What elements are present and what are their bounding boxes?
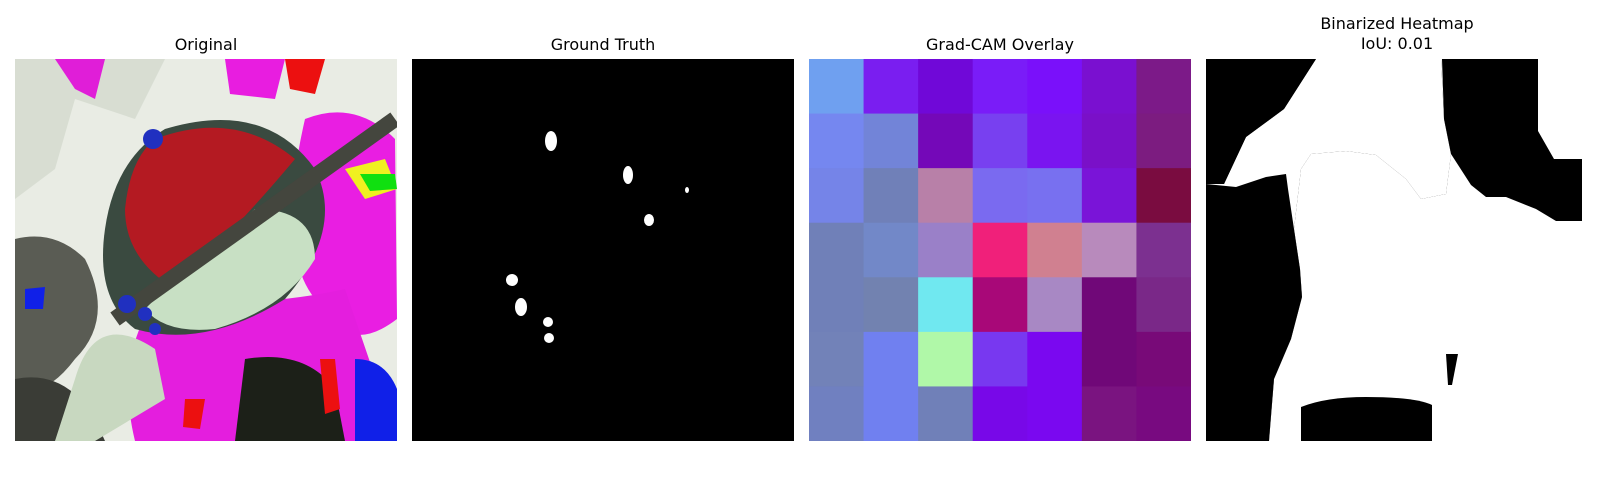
gradcam-cell-6-3 [973, 386, 1028, 441]
gradcam-cell-4-0 [809, 277, 864, 332]
gradcam-cell-4-3 [973, 277, 1028, 332]
gradcam-cell-0-6 [1136, 59, 1191, 114]
gradcam-cell-0-1 [864, 59, 919, 114]
gradcam-cell-1-2 [918, 114, 973, 169]
gradcam-cell-3-4 [1027, 223, 1082, 278]
gradcam-cell-2-6 [1136, 168, 1191, 223]
gradcam-cell-3-0 [809, 223, 864, 278]
gradcam-cell-5-1 [864, 332, 919, 387]
gradcam-cell-3-3 [973, 223, 1028, 278]
gradcam-cell-5-0 [809, 332, 864, 387]
gradcam-cell-1-3 [973, 114, 1028, 169]
gradcam-cell-3-1 [864, 223, 919, 278]
iou-score: IoU: 0.01 [1361, 34, 1433, 53]
gradcam-cell-5-6 [1136, 332, 1191, 387]
gradcam-cell-6-0 [809, 386, 864, 441]
gradcam-cell-6-5 [1082, 386, 1137, 441]
gradcam-overlay-image [809, 59, 1191, 441]
gradcam-cell-0-0 [809, 59, 864, 114]
gradcam-cell-0-4 [1027, 59, 1082, 114]
gradcam-cell-0-3 [973, 59, 1028, 114]
gradcam-cell-0-2 [918, 59, 973, 114]
gradcam-cell-2-3 [973, 168, 1028, 223]
gradcam-cell-1-1 [864, 114, 919, 169]
panel-binarized-heatmap: Binarized Heatmap IoU: 0.01 [1206, 0, 1588, 500]
gradcam-cell-5-5 [1082, 332, 1137, 387]
gradcam-cell-3-5 [1082, 223, 1137, 278]
gradcam-cell-5-3 [973, 332, 1028, 387]
gradcam-cell-1-6 [1136, 114, 1191, 169]
panel-title-ground-truth: Ground Truth [412, 35, 794, 55]
panel-original: Original [15, 0, 397, 500]
gradcam-cell-6-4 [1027, 386, 1082, 441]
gradcam-cell-4-1 [864, 277, 919, 332]
gradcam-cell-2-5 [1082, 168, 1137, 223]
gradcam-cell-5-4 [1027, 332, 1082, 387]
gradcam-cell-6-2 [918, 386, 973, 441]
binarized-heatmap-title: Binarized Heatmap [1320, 14, 1473, 33]
gradcam-cell-4-6 [1136, 277, 1191, 332]
gradcam-cell-4-5 [1082, 277, 1137, 332]
gradcam-cell-6-6 [1136, 386, 1191, 441]
gradcam-cell-1-0 [809, 114, 864, 169]
gradcam-cell-1-5 [1082, 114, 1137, 169]
panel-title-gradcam-overlay: Grad-CAM Overlay [809, 35, 1191, 55]
gradcam-cell-5-2 [918, 332, 973, 387]
gradcam-cell-2-4 [1027, 168, 1082, 223]
gradcam-cell-6-1 [864, 386, 919, 441]
panel-title-binarized-heatmap: Binarized Heatmap IoU: 0.01 [1206, 14, 1588, 54]
gradcam-cell-2-2 [918, 168, 973, 223]
panel-title-original: Original [15, 35, 397, 55]
gradcam-cell-4-2 [918, 277, 973, 332]
gradcam-cell-3-6 [1136, 223, 1191, 278]
gradcam-cell-3-2 [918, 223, 973, 278]
gradcam-cell-4-4 [1027, 277, 1082, 332]
binarized-heatmap-mask [1206, 59, 1588, 441]
panel-gradcam-overlay: Grad-CAM Overlay [809, 0, 1191, 500]
original-image [15, 59, 397, 441]
gradcam-cell-2-1 [864, 168, 919, 223]
gradcam-cell-2-0 [809, 168, 864, 223]
gradcam-cell-1-4 [1027, 114, 1082, 169]
gradcam-cell-0-5 [1082, 59, 1137, 114]
ground-truth-mask [412, 59, 794, 441]
panel-ground-truth: Ground Truth [412, 0, 794, 500]
